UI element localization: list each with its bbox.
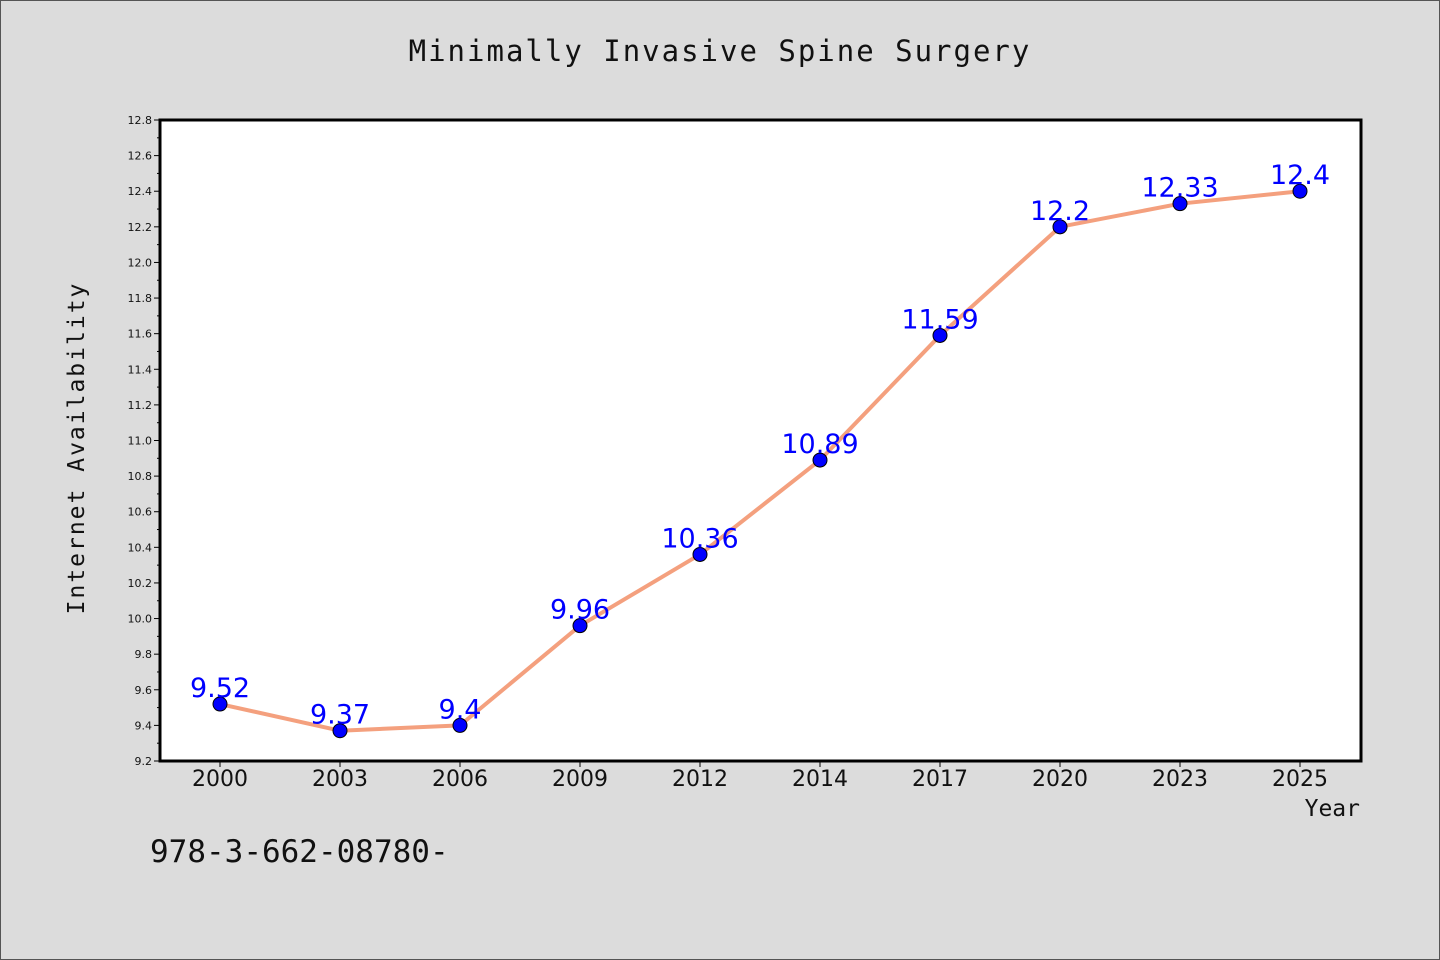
x-tick-label: 2003: [312, 767, 368, 792]
data-label: 12.33: [1141, 173, 1218, 204]
data-label: 9.96: [550, 595, 610, 626]
data-label: 11.59: [901, 304, 978, 335]
y-tick-label: 10.8: [128, 470, 153, 483]
x-axis-label: Year: [1304, 796, 1360, 822]
data-point: [572, 618, 588, 634]
data-label: 9.37: [310, 700, 370, 731]
plot-area: [158, 118, 1363, 763]
footer-code: 978-3-662-08780-: [150, 834, 449, 870]
data-point: [452, 717, 468, 733]
y-tick-label: 11.8: [128, 292, 153, 305]
data-label: 10.36: [661, 523, 738, 554]
chart-title: Minimally Invasive Spine Surgery: [408, 34, 1032, 68]
y-tick-label: 12.6: [128, 150, 153, 163]
y-tick-label: 10.6: [128, 506, 153, 519]
x-tick-label: 2023: [1152, 767, 1208, 792]
data-point: [812, 452, 828, 468]
y-tick-label: 9.8: [135, 648, 153, 661]
x-tick-label: 2009: [552, 767, 608, 792]
y-tick-label: 9.4: [135, 719, 153, 732]
y-tick-label: 10.0: [128, 613, 153, 626]
data-label: 9.52: [190, 673, 250, 704]
x-tick-label: 2014: [792, 767, 848, 792]
data-point: [932, 327, 948, 343]
y-tick-label: 10.4: [128, 541, 153, 554]
y-tick-label: 12.0: [128, 256, 153, 269]
x-axis: 2000 2003 2006 2009 2012 2014 2017 2020 2023 2025: [192, 761, 1328, 792]
data-point: [212, 696, 228, 712]
x-tick-label: 2000: [192, 767, 248, 792]
data-point: [332, 723, 348, 739]
x-tick-label: 2020: [1032, 767, 1088, 792]
x-tick-label: 2012: [672, 767, 728, 792]
data-point: [1172, 196, 1188, 212]
data-point: [1052, 219, 1068, 235]
y-tick-label: 11.2: [128, 399, 153, 412]
series-line: [219, 189, 1301, 733]
x-tick-label: 2006: [432, 767, 488, 792]
data-point: [692, 546, 708, 562]
y-tick-label: 12.4: [128, 185, 153, 198]
y-axis: 9.2 9.4 9.6 9.8 10.0 10.2 10.4 10.6 10.8 11.0 11.2…: [128, 114, 160, 768]
x-tick-label: 2025: [1272, 767, 1328, 792]
data-label: 9.4: [439, 694, 482, 725]
y-tick-label: 10.2: [128, 577, 153, 590]
y-tick-label: 11.4: [128, 363, 153, 376]
data-label: 12.4: [1270, 160, 1330, 191]
data-label: 10.89: [781, 429, 858, 460]
y-tick-label: 11.0: [128, 435, 153, 448]
y-tick-label: 9.2: [135, 755, 153, 768]
y-tick-label: 12.2: [128, 221, 153, 234]
series-layer: 9.52 9.37 9.4 9.96 10.36 10.89 11.59 12.2 12.33 1…: [190, 160, 1330, 739]
y-tick-label: 9.6: [135, 684, 153, 697]
data-label: 12.2: [1030, 196, 1090, 227]
y-tick-label: 11.6: [128, 328, 153, 341]
x-tick-label: 2017: [912, 767, 968, 792]
y-tick-label: 12.8: [128, 114, 153, 127]
data-point: [1292, 183, 1308, 199]
